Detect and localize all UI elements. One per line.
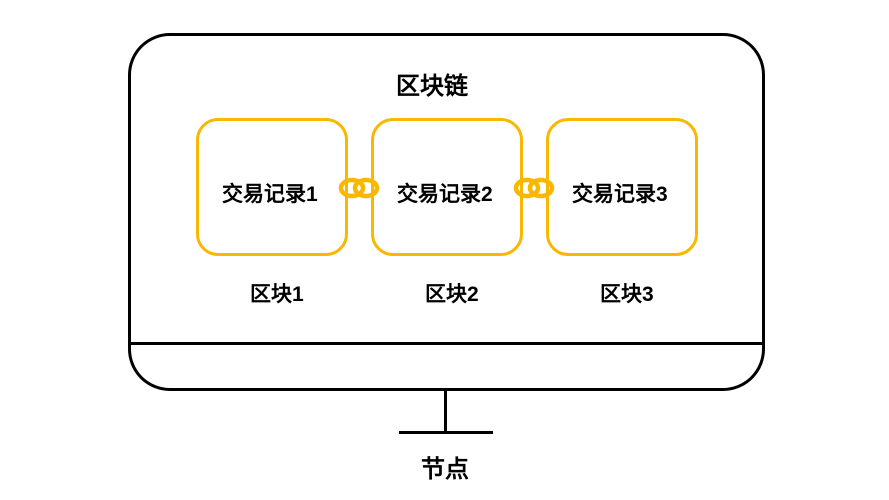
- block-content-2: 交易记录2: [397, 178, 493, 208]
- monitor-stand-base: [399, 431, 493, 434]
- block-label-2: 区块2: [425, 278, 479, 308]
- monitor-stand-stem: [444, 391, 447, 431]
- block-content-3: 交易记录3: [572, 178, 668, 208]
- screen-title: 区块链: [396, 66, 468, 101]
- chain-link-icon: [513, 176, 555, 200]
- block-content-1: 交易记录1: [222, 178, 318, 208]
- chain-link-icon: [338, 176, 380, 200]
- block-label-1: 区块1: [250, 278, 304, 308]
- screen-divider: [131, 342, 762, 345]
- block-label-3: 区块3: [600, 278, 654, 308]
- node-label: 节点: [421, 449, 469, 484]
